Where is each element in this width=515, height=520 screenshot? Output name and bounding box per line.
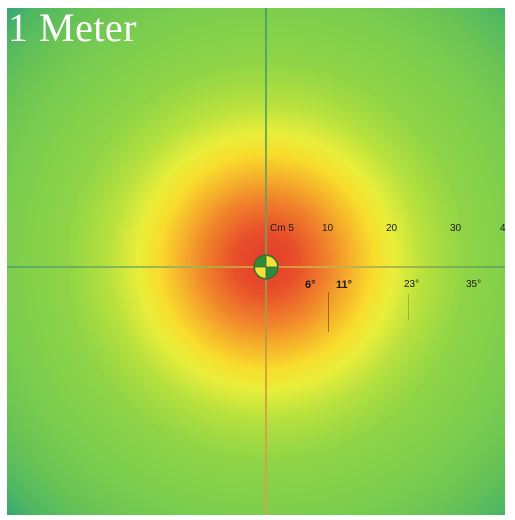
- distance-label-40: 4: [500, 223, 506, 234]
- chart-title: 1 Meter: [8, 5, 138, 50]
- distance-label-10: 10: [322, 223, 334, 234]
- angle-label-6: 6°: [305, 279, 316, 291]
- center-target-icon: [253, 254, 279, 280]
- angle-label-23: 23°: [404, 279, 420, 290]
- distance-label-5cm: Cm 5: [270, 223, 294, 234]
- distance-label-20: 20: [386, 223, 398, 234]
- distance-label-30: 30: [450, 223, 462, 234]
- angle-tick-23: [408, 294, 409, 320]
- angle-label-11: 11°: [336, 279, 353, 291]
- angle-tick-11: [328, 292, 329, 332]
- angle-label-35: 35°: [466, 279, 482, 290]
